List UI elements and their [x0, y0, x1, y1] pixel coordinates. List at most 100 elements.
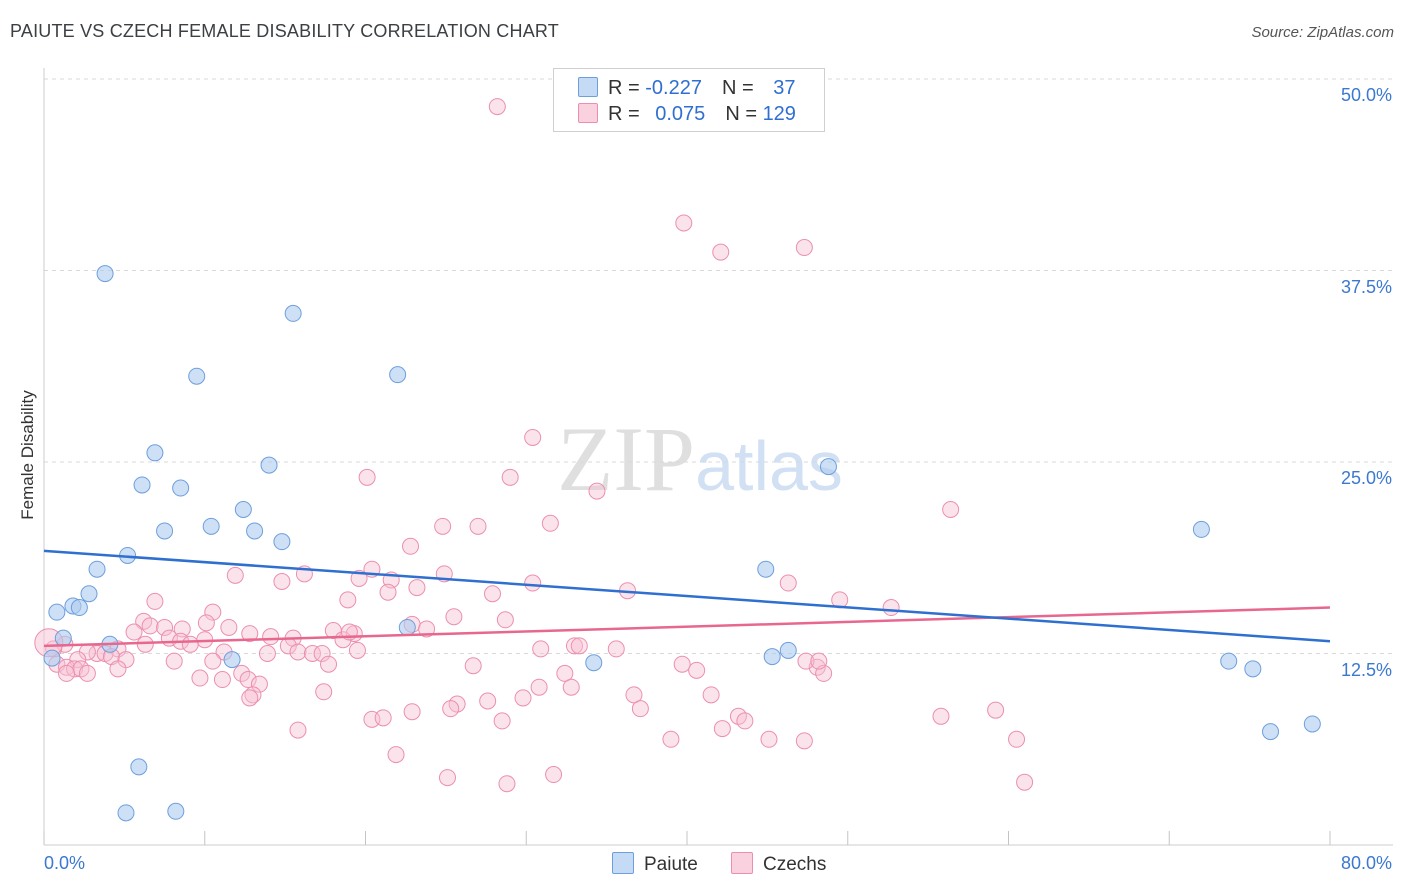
paiute-point	[156, 522, 174, 540]
paiute-point	[202, 517, 220, 535]
czech-point	[141, 617, 159, 635]
czech-point	[348, 641, 366, 659]
grid-lines	[44, 78, 1393, 654]
paiute-trend-line	[43, 549, 1331, 643]
czech-point	[58, 664, 76, 682]
czech-point	[197, 614, 215, 632]
y-tick-label: 37.5%	[1340, 276, 1392, 297]
paiute-point	[779, 641, 797, 659]
paiute-points	[43, 265, 1321, 822]
czech-point	[220, 618, 238, 636]
czech-point	[146, 592, 164, 610]
czech-point	[258, 645, 276, 662]
czech-point	[688, 661, 706, 679]
paiute-point	[130, 758, 148, 776]
czech-point	[320, 655, 338, 673]
czech-point	[498, 775, 516, 793]
paiute-point	[1262, 723, 1280, 741]
paiute-point	[146, 444, 164, 462]
czech-point	[712, 243, 730, 261]
czech-point	[66, 660, 84, 678]
paiute-n-value: 37	[773, 77, 796, 99]
paiute-point	[167, 802, 185, 820]
czech-point	[403, 703, 421, 721]
paiute-point	[819, 458, 837, 476]
czech-point	[631, 700, 649, 718]
correlation-legend: R = -0.227 N = 37 R = 0.075 N = 129	[553, 68, 825, 132]
paiute-r-value: -0.227	[645, 77, 702, 99]
czech-point	[588, 482, 606, 500]
paiute-point	[48, 603, 66, 621]
czech-point	[675, 214, 693, 232]
paiute-point	[133, 476, 151, 494]
czech-point	[289, 643, 307, 661]
y-axis-label: Female Disability	[18, 390, 37, 520]
czech-point	[493, 712, 511, 730]
watermark: ZIPatlas	[557, 408, 843, 510]
czech-r-value: 0.075	[655, 103, 706, 125]
czech-point	[479, 692, 497, 710]
czech-point	[78, 664, 96, 682]
paiute-point	[389, 366, 407, 384]
czech-point	[109, 660, 127, 678]
czech-point	[736, 712, 754, 730]
paiute-point	[117, 804, 135, 822]
paiute-point	[80, 585, 98, 603]
czech-point	[156, 618, 174, 636]
czech-point	[662, 730, 680, 748]
czech-point	[181, 635, 199, 653]
czech-point	[469, 517, 487, 535]
czech-point	[483, 585, 501, 603]
paiute-legend-swatch	[612, 852, 634, 874]
czech-point	[273, 572, 291, 590]
czech-point	[445, 608, 463, 626]
czech-point	[374, 709, 392, 727]
czech-point	[464, 657, 482, 675]
paiute-point	[260, 456, 278, 474]
paiute-n-label: N =	[721, 77, 760, 99]
czech-point	[438, 769, 456, 787]
paiute-point	[1244, 660, 1262, 678]
czech-point	[488, 98, 506, 116]
czech-point	[250, 675, 268, 693]
czech-point	[673, 655, 691, 673]
czech-point	[387, 746, 405, 764]
x-tick-label-min: 0.0%	[44, 853, 86, 873]
series-legend-czechs: Czechs	[731, 852, 826, 876]
czech-point	[442, 700, 460, 718]
paiute-point	[54, 629, 72, 647]
czech-legend-label: Czechs	[763, 854, 827, 875]
czech-point	[532, 640, 550, 658]
czech-point	[303, 645, 321, 662]
czech-swatch	[578, 103, 598, 123]
paiute-point	[223, 651, 241, 669]
czech-point	[339, 591, 357, 609]
czech-point	[402, 537, 420, 555]
czech-point	[556, 664, 574, 682]
czech-point	[607, 640, 625, 658]
paiute-point	[763, 648, 781, 666]
czech-point	[1016, 773, 1034, 791]
czech-point	[173, 620, 191, 638]
y-tick-label: 12.5%	[1340, 659, 1392, 680]
czech-point	[779, 574, 797, 592]
paiute-point	[70, 599, 88, 617]
paiute-point	[757, 560, 775, 578]
czech-point	[262, 628, 280, 646]
legend-row-paiute: R = -0.227 N = 37	[578, 77, 795, 101]
czech-point	[289, 721, 307, 739]
czech-point	[987, 701, 1005, 719]
czech-point	[524, 574, 542, 592]
czech-point	[797, 652, 815, 670]
czech-point	[541, 514, 559, 532]
czech-point	[562, 678, 580, 696]
czech-point	[496, 611, 514, 629]
czech-point	[358, 468, 376, 486]
czech-point	[204, 603, 222, 621]
czech-point	[379, 583, 397, 601]
trend-lines	[43, 549, 1331, 648]
czech-point	[702, 686, 720, 704]
paiute-point	[1303, 715, 1321, 733]
czech-point	[514, 689, 532, 707]
